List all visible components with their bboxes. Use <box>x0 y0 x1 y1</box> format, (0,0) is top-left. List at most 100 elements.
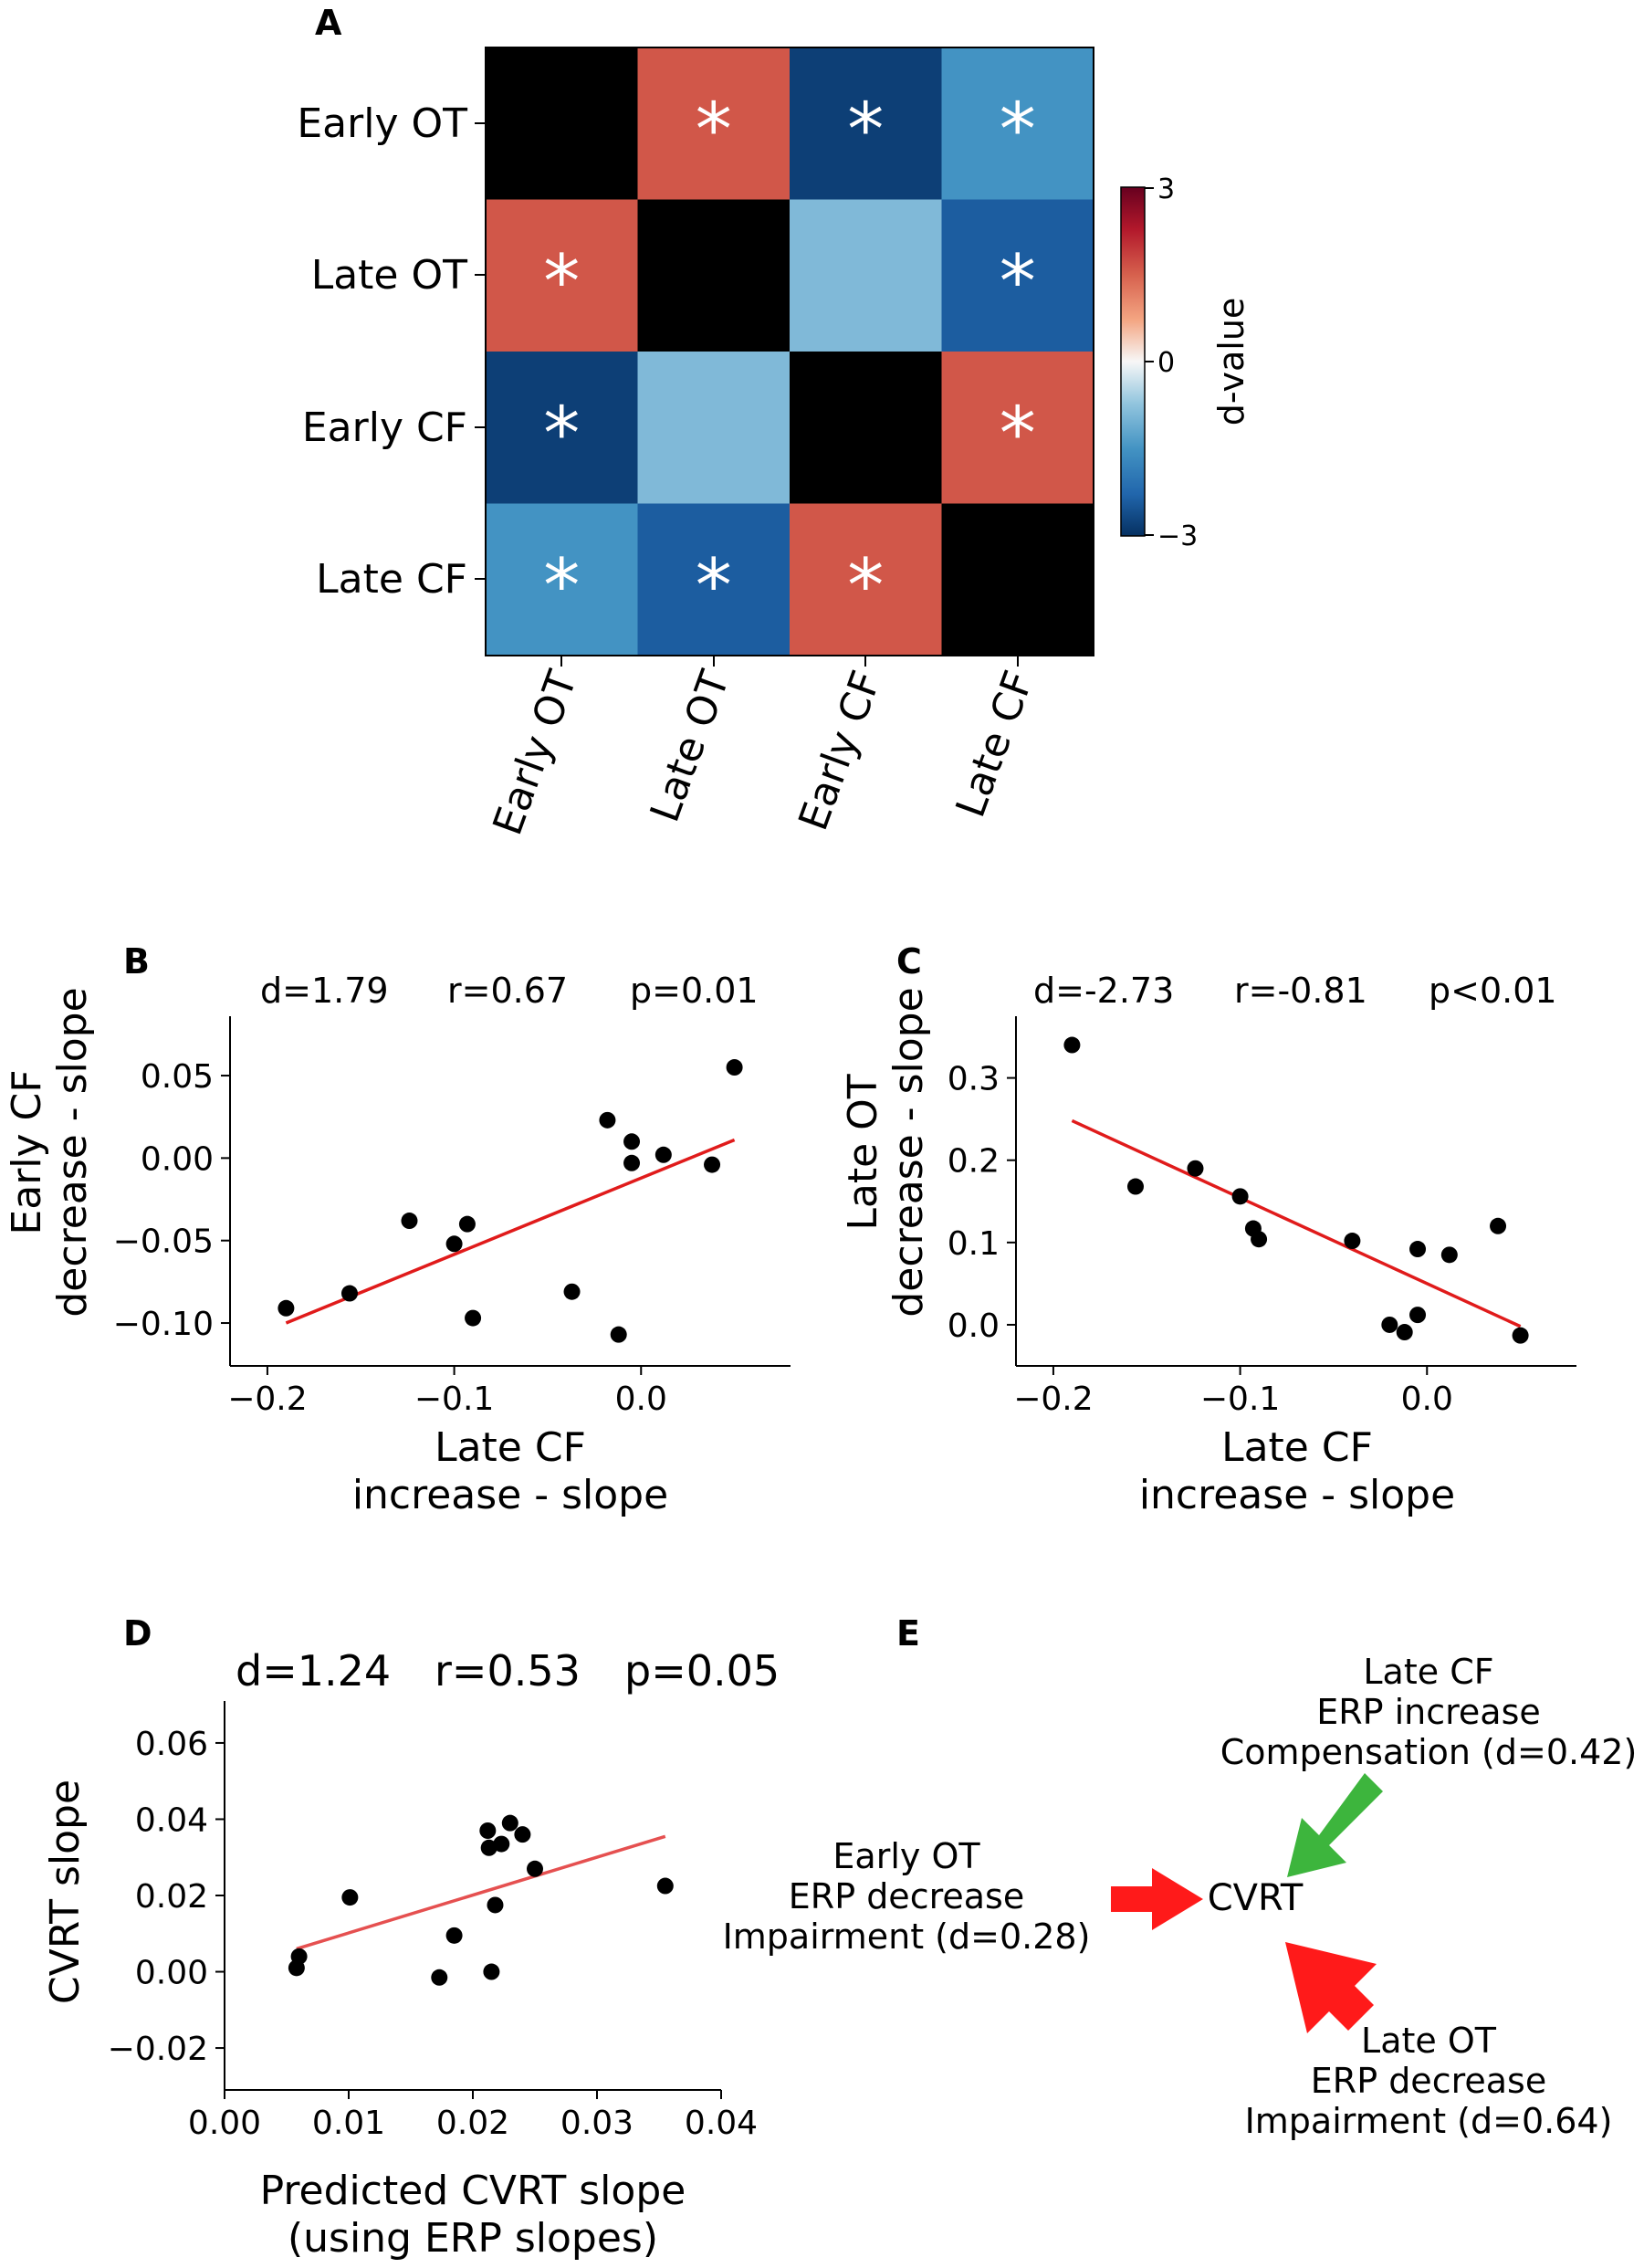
panel-b: B d=1.79 r=0.67 p=0.01 −0.2 −0.1 0.0 0.05 0.… <box>4 941 791 1518</box>
significance-marker: * <box>543 239 580 324</box>
data-point <box>1251 1231 1268 1248</box>
x-tick-label: 0.03 <box>560 2105 634 2142</box>
data-point <box>487 1896 504 1914</box>
data-point <box>623 1133 641 1150</box>
data-point <box>1344 1233 1361 1250</box>
stat-r: r=0.53 <box>435 1646 581 1696</box>
stat-r: r=0.67 <box>447 971 568 1011</box>
bottom-label-line: ERP decrease <box>1311 2061 1546 2101</box>
plot-area: −0.2 −0.1 0.0 0.05 0.00 −0.05 −0.10 <box>113 1016 791 1418</box>
bottom-label-line: Late OT <box>1361 2021 1497 2061</box>
heatmap-cell <box>941 352 1094 504</box>
data-point <box>483 1963 500 1980</box>
x-axis-title: Predicted CVRT slope <box>260 2168 686 2214</box>
data-point <box>1063 1036 1081 1054</box>
heatmap-cell <box>941 503 1094 656</box>
data-point <box>1126 1178 1144 1195</box>
data-point <box>445 1235 463 1253</box>
data-point <box>1409 1307 1427 1324</box>
significance-marker: * <box>1000 239 1036 324</box>
data-point <box>726 1059 743 1076</box>
stat-p: p=0.05 <box>624 1646 780 1696</box>
data-point <box>656 1877 674 1895</box>
y-tick-label: 0.1 <box>948 1225 1000 1263</box>
data-point <box>1409 1241 1427 1258</box>
data-point <box>654 1146 672 1163</box>
green-label-line: ERP increase <box>1316 1692 1541 1732</box>
left-label-line: Early OT <box>832 1836 980 1876</box>
y-tick-label: 0.3 <box>948 1061 1000 1098</box>
x-axis-title: (using ERP slopes) <box>288 2215 658 2262</box>
heatmap-cells <box>486 47 1094 656</box>
heatmap-significance-markers: * * * * * * * * * * <box>543 87 1036 628</box>
x-axis-title: increase - slope <box>352 1472 668 1518</box>
panel-letter-a: A <box>315 3 342 43</box>
significance-marker: * <box>696 87 732 172</box>
left-label-line: Impairment (d=0.28) <box>723 1916 1091 1957</box>
x-axis-title: Late CF <box>1221 1424 1373 1471</box>
colorbar-label: d-value <box>1211 298 1251 426</box>
plot-area: 0.00 0.01 0.02 0.03 0.04 0.06 0.04 0.02 0.00 −0.0… <box>108 1701 758 2142</box>
y-tick-label: 0.05 <box>141 1058 214 1096</box>
data-point <box>1187 1160 1204 1177</box>
heatmap-cell <box>941 199 1094 352</box>
heatmap-frame <box>485 47 1094 656</box>
data-point <box>493 1835 510 1853</box>
stat-d: d=1.79 <box>260 971 389 1011</box>
green-label-line: Compensation (d=0.42) <box>1220 1732 1638 1772</box>
y-axis-title: CVRT slope <box>42 1780 89 2004</box>
data-point <box>479 1822 497 1839</box>
panel-letter-e: E <box>896 1613 920 1654</box>
data-point <box>480 1839 497 1856</box>
panel-e: E CVRT Late CF ERP increase Compensation… <box>723 1613 1638 2141</box>
regression-line <box>285 1138 736 1325</box>
data-point <box>401 1213 418 1230</box>
left-label-line: ERP decrease <box>789 1876 1024 1916</box>
heatmap-row-label: Early CF <box>302 404 467 451</box>
data-point <box>514 1826 531 1843</box>
x-tick-label: 0.02 <box>436 2105 509 2142</box>
heatmap-row-label: Late CF <box>316 556 467 603</box>
data-point <box>1381 1316 1398 1333</box>
regression-line <box>1071 1118 1522 1328</box>
significance-marker: * <box>847 543 884 628</box>
x-tick-label: −0.1 <box>1200 1381 1280 1418</box>
heatmap-cell <box>486 47 638 200</box>
data-point <box>623 1154 641 1171</box>
regression-line <box>296 1834 666 1951</box>
y-tick-label: −0.05 <box>113 1223 214 1261</box>
y-axis-title: Late OT <box>840 1074 886 1230</box>
data-point <box>431 1969 448 1986</box>
x-axis-title: Late CF <box>435 1424 586 1471</box>
y-axis-title: decrease - slope <box>49 987 96 1317</box>
panel-a: A * * * * * * * * * * Early OT Late OT Early CF L… <box>297 3 1251 841</box>
data-point <box>527 1860 543 1877</box>
x-tick-label: −0.1 <box>414 1381 494 1418</box>
heatmap-column-label: Late OT <box>642 665 739 828</box>
data-point <box>1490 1217 1507 1234</box>
data-point <box>445 1927 463 1944</box>
y-axis-title: Early CF <box>4 1069 50 1234</box>
heatmap-cell <box>637 352 791 504</box>
y-tick-label: −0.02 <box>108 2031 208 2068</box>
data-point <box>704 1156 721 1173</box>
panel-d: D d=1.24 r=0.53 p=0.05 0.00 0.01 0.02 0.03 0… <box>42 1613 780 2262</box>
data-point <box>599 1111 616 1129</box>
bottom-red-arrow <box>1285 1942 1377 2033</box>
data-point <box>290 1948 308 1965</box>
colorbar-tick: −3 <box>1157 520 1198 552</box>
diagram-center-cvrt: CVRT <box>1208 1877 1304 1919</box>
significance-marker: * <box>847 87 884 172</box>
y-tick-label: 0.2 <box>948 1143 1000 1181</box>
heatmap-cell <box>790 47 942 200</box>
y-tick-label: 0.00 <box>141 1140 214 1178</box>
heatmap-row-label: Early OT <box>297 100 467 147</box>
significance-marker: * <box>1000 87 1036 172</box>
y-tick-label: 0.04 <box>135 1801 208 1839</box>
panel-c: C d=-2.73 r=-0.81 p<0.01 −0.2 −0.1 0.0 0.3 0… <box>840 941 1576 1518</box>
x-tick-label: 0.04 <box>685 2105 758 2142</box>
x-tick-label: 0.00 <box>188 2105 261 2142</box>
data-point <box>458 1215 476 1233</box>
heatmap-column-label: Early OT <box>485 665 587 841</box>
heatmap-column-label: Late CF <box>948 665 1043 823</box>
